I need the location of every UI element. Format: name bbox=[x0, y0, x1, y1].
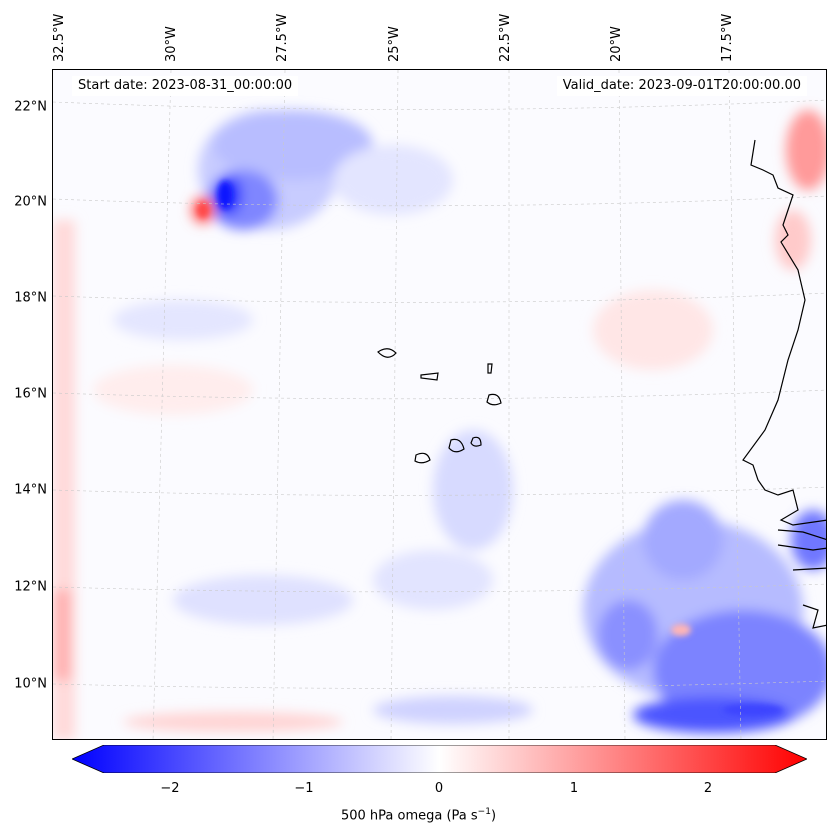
lon-label: 17.5°W bbox=[720, 13, 735, 62]
lon-label: 20°W bbox=[609, 26, 624, 62]
lon-label: 27.5°W bbox=[275, 13, 290, 62]
valid-date-label: Valid_date: 2023-09-01T20:00:00.00 bbox=[556, 76, 807, 96]
colorbar-tick-label: 1 bbox=[569, 781, 579, 796]
omega-field bbox=[53, 110, 826, 739]
colorbar bbox=[72, 745, 807, 773]
lat-label: 22°N bbox=[14, 99, 47, 115]
lat-label: 20°N bbox=[14, 194, 47, 210]
coastlines bbox=[377, 139, 826, 629]
lat-label: 10°N bbox=[14, 676, 47, 692]
map-panel bbox=[52, 69, 827, 740]
graticule bbox=[53, 70, 826, 739]
lat-label: 16°N bbox=[14, 386, 47, 402]
lon-label: 30°W bbox=[164, 26, 179, 62]
colorbar-title-close: ) bbox=[490, 808, 497, 824]
lon-label: 25°W bbox=[387, 26, 402, 62]
lat-label: 18°N bbox=[14, 290, 47, 306]
lon-label: 22.5°W bbox=[498, 13, 513, 62]
lat-label: 14°N bbox=[14, 482, 47, 498]
lon-label: 32.5°W bbox=[52, 13, 67, 62]
colorbar-tick-label: 0 bbox=[434, 781, 444, 796]
colorbar-title-exponent: −1 bbox=[477, 807, 491, 817]
colorbar-tick-label: 2 bbox=[703, 781, 713, 796]
colorbar-tick-label: −1 bbox=[294, 781, 314, 796]
colorbar-title-text: 500 hPa omega (Pa s bbox=[340, 808, 478, 824]
omega-field-map bbox=[53, 70, 826, 739]
start-date-label: Start date: 2023-08-31_00:00:00 bbox=[72, 76, 299, 96]
lat-label: 12°N bbox=[14, 579, 47, 595]
colorbar-title: 500 hPa omega (Pa s−1) bbox=[0, 807, 837, 823]
colorbar-tick-label: −2 bbox=[160, 781, 180, 796]
